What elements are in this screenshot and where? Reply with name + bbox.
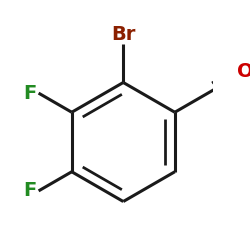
Text: F: F bbox=[24, 182, 37, 201]
Text: O: O bbox=[237, 62, 250, 81]
Text: Br: Br bbox=[111, 25, 136, 44]
Text: F: F bbox=[24, 84, 37, 102]
